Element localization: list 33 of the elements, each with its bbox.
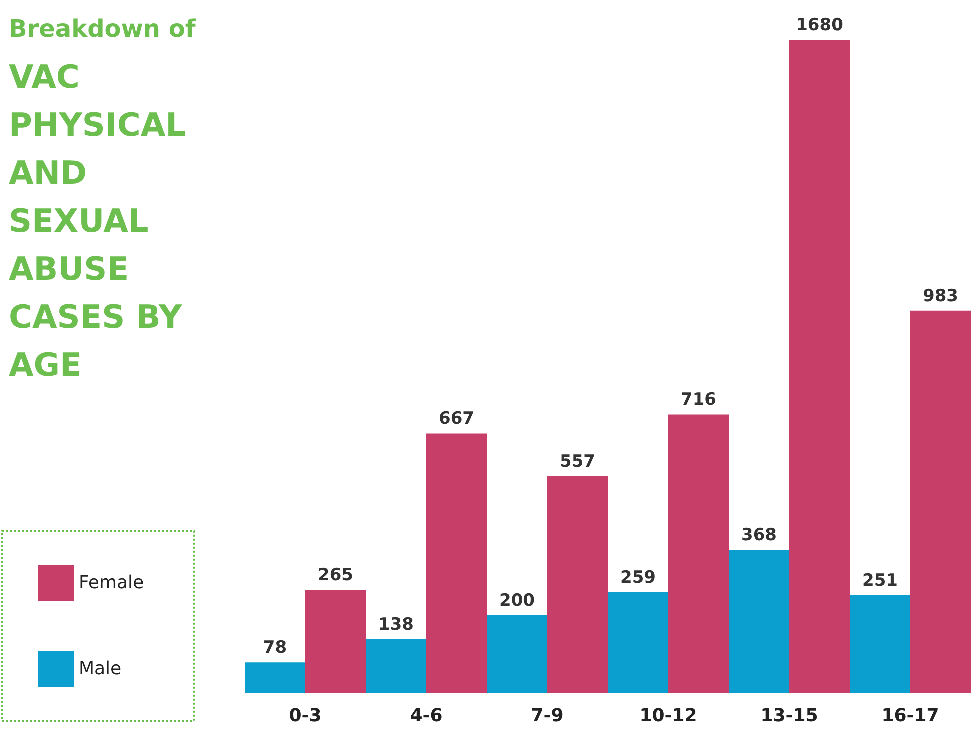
bar	[790, 40, 850, 693]
legend-label: Male	[79, 658, 122, 680]
bar	[487, 615, 548, 693]
bar	[729, 550, 790, 693]
bar	[668, 414, 729, 693]
data-label: 78	[263, 638, 288, 658]
data-label: 200	[500, 590, 536, 611]
data-label: 259	[620, 568, 656, 588]
x-tick-label: 4-6	[410, 706, 443, 726]
x-tick-label: 16-17	[882, 706, 940, 726]
chart-title: Breakdown of VAC PHYSICAL AND SEXUAL ABUSE CASES BY AGE	[9, 15, 196, 384]
x-tick-label: 7-9	[531, 706, 564, 726]
data-label: 1680	[796, 16, 844, 36]
data-label: 716	[681, 390, 716, 410]
bar	[366, 639, 426, 693]
bar	[426, 434, 487, 693]
bar	[245, 662, 306, 693]
bar	[306, 590, 366, 693]
data-label: 251	[862, 570, 898, 591]
data-label: 557	[560, 452, 596, 472]
data-label: 265	[318, 565, 354, 586]
bar	[608, 592, 668, 693]
data-label: 983	[923, 286, 958, 306]
x-tick-label: 10-12	[640, 706, 698, 726]
data-label: 667	[439, 409, 474, 430]
data-label: 138	[378, 614, 414, 635]
x-tick-label: 13-15	[760, 706, 818, 726]
bar	[910, 310, 971, 693]
bar	[850, 595, 910, 693]
data-label: 368	[742, 525, 777, 546]
x-tick-label: 0-3	[289, 706, 322, 726]
legend-label: Female	[79, 572, 144, 594]
bar	[548, 476, 608, 693]
